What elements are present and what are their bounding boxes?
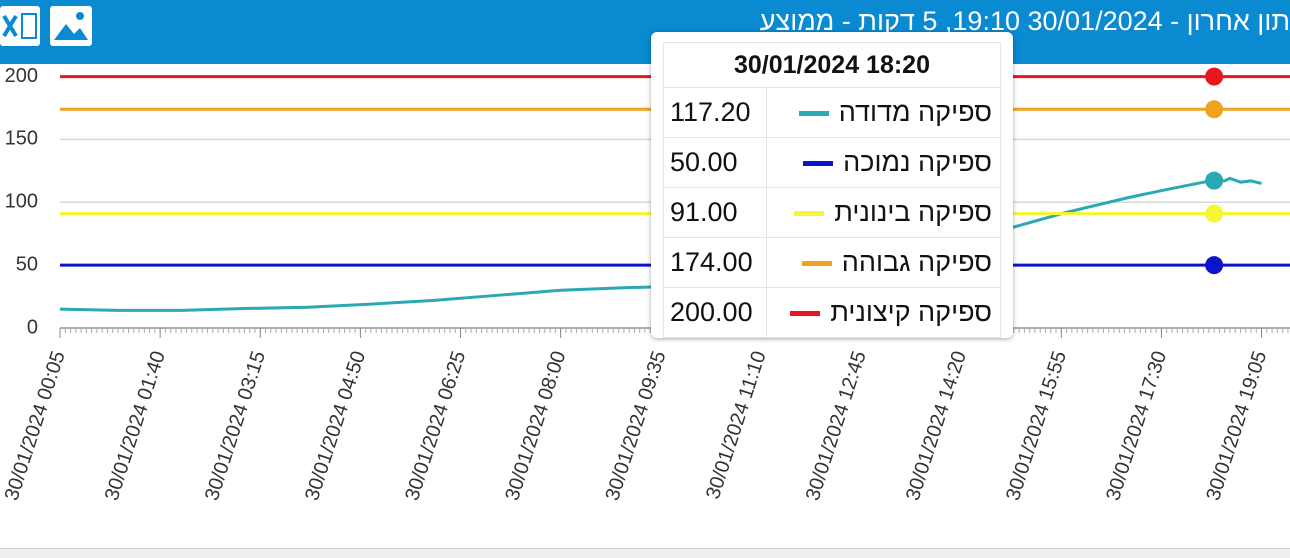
excel-grid [21,13,37,39]
tooltip: 30/01/2024 18:20 117.20 ספיקה מדודה 50.00 ס… [651,32,1013,338]
tooltip-body: 30/01/2024 18:20 117.20 ספיקה מדודה 50.00 ס… [663,42,1001,338]
tooltip-row: 50.00 ספיקה נמוכה [663,137,1001,188]
legend-swatch [798,111,829,117]
tooltip-series: ספיקה גבוהה [766,237,1001,288]
y-tick-label: 50 [16,253,38,275]
tooltip-series: ספיקה קיצונית [766,287,1001,338]
tooltip-value: 174.00 [663,237,767,288]
hover-marker [1205,67,1224,86]
tooltip-row: 91.00 ספיקה בינונית [663,187,1001,238]
hover-marker [1205,204,1224,223]
y-tick-label: 0 [27,316,38,338]
x-tick-label: 30/01/2024 11:10 [702,348,771,501]
tooltip-series: ספיקה נמוכה [766,137,1001,188]
tooltip-series: ספיקה מדודה [766,87,1001,138]
legend-label: ספיקה קיצונית [830,297,992,327]
legend-label: ספיקה גבוהה [841,247,992,277]
tooltip-row: 117.20 ספיקה מדודה [663,87,1001,138]
tooltip-series: ספיקה בינונית [766,187,1001,238]
x-tick-label: 30/01/2024 06:25 [401,348,470,503]
legend-swatch [801,261,832,267]
tooltip-title: 30/01/2024 18:20 [663,42,1001,88]
legend-label: ספיקה מדודה [838,97,992,127]
toolbar-icons [0,6,92,46]
legend-label: ספיקה בינונית [834,197,992,227]
x-tick-label: 30/01/2024 03:15 [201,348,270,503]
x-tick-label: 30/01/2024 01:40 [101,348,170,503]
image-sun [76,12,84,20]
x-tick-label: 30/01/2024 14:20 [902,348,971,503]
legend-swatch [803,161,834,167]
hover-marker [1205,171,1224,190]
x-tick-label: 30/01/2024 09:35 [602,348,671,503]
tooltip-row: 200.00 ספיקה קיצונית [663,287,1001,338]
tooltip-value: 50.00 [663,137,767,188]
x-tick-label: 30/01/2024 00:05 [1,348,70,503]
x-tick-label: 30/01/2024 04:50 [301,348,370,503]
header: תון אחרון - 30/01/2024 19:10, 5 דקות - מ… [0,0,1290,64]
tooltip-value: 200.00 [663,287,767,338]
x-tick-label: 30/01/2024 17:30 [1102,348,1171,503]
hover-marker [1205,100,1224,119]
image-glyph [54,24,88,40]
tooltip-table: 30/01/2024 18:20 117.20 ספיקה מדודה 50.00 ס… [663,42,1001,338]
excel-glyph [2,14,18,38]
legend-swatch [794,211,825,217]
tooltip-value: 117.20 [663,87,767,138]
tooltip-row: 174.00 ספיקה גבוהה [663,237,1001,288]
y-tick-label: 100 [5,191,38,213]
x-tick-label: 30/01/2024 12:45 [802,348,871,503]
y-tick-label: 200 [5,65,38,87]
x-tick-label: 30/01/2024 19:05 [1202,348,1271,503]
hover-marker [1205,256,1224,275]
header-title: תון אחרון - 30/01/2024 19:10, 5 דקות - מ… [759,6,1290,36]
legend-swatch [790,311,821,317]
legend-label: ספיקה נמוכה [843,147,992,177]
footer-bar [0,548,1290,558]
tooltip-value: 91.00 [663,187,767,238]
x-tick-label: 30/01/2024 08:00 [501,348,570,503]
x-tick-label: 30/01/2024 15:55 [1002,348,1071,503]
y-tick-label: 150 [5,128,38,150]
excel-icon[interactable] [0,6,40,46]
